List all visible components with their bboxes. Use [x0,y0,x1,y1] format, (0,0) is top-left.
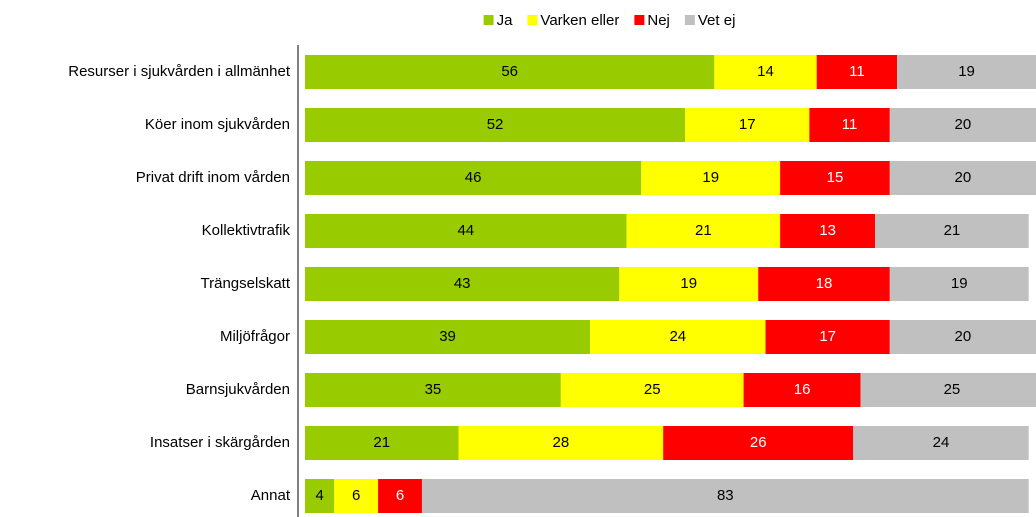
data-label: 17 [739,116,756,133]
data-label: 35 [425,381,442,398]
data-label: 16 [794,381,811,398]
bar-segment [758,267,890,301]
bar-segment [334,479,379,513]
bar-segment [889,108,1036,142]
legend-swatch [527,15,538,25]
y-tick-label: Köer inom sjukvården [145,116,290,133]
bar-segment [421,479,1029,513]
data-label: 56 [501,63,518,80]
data-label: 14 [757,63,774,80]
data-label: 21 [373,434,390,451]
bar-segment [305,320,591,354]
data-label: 25 [944,381,961,398]
y-tick-label: Miljöfrågor [220,328,290,345]
bar-segment [305,479,335,513]
data-label: 11 [849,63,865,80]
bar-segment [875,214,1029,248]
data-label: 43 [454,275,471,292]
bar-segment [809,108,890,142]
bar-segment [305,55,715,89]
bar-segment [560,373,744,407]
bar-segment [889,161,1036,195]
bar-segment [765,320,890,354]
bar-segment [897,55,1036,89]
bar-segment [860,373,1036,407]
y-tick-label: Trängselskatt [201,275,291,292]
data-label: 46 [465,169,482,186]
y-tick-label: Resurser i sjukvården i allmänhet [68,63,291,80]
bar-segment [305,373,561,407]
y-tick-label: Privat drift inom vården [136,169,290,186]
bar-segment [889,320,1036,354]
data-label: 18 [816,275,833,292]
data-label: 24 [933,434,950,451]
legend-swatch [634,15,645,25]
bar-segment [780,161,890,195]
bar-segment [305,161,642,195]
y-tick-label: Annat [251,487,291,504]
data-label: 39 [439,328,456,345]
bar-segment [641,161,781,195]
bar-segment [853,426,1029,460]
legend-label: Nej [647,12,670,29]
data-label: 28 [553,434,570,451]
data-label: 25 [644,381,661,398]
data-label: 17 [819,328,836,345]
bar-segment [305,267,620,301]
bar-segment [889,267,1029,301]
legend-label: Ja [497,12,514,29]
data-label: 15 [827,169,844,186]
legend-swatch [684,15,695,25]
bar-segment [619,267,759,301]
bar-segment [780,214,876,248]
bar-segment [305,426,459,460]
legend-swatch [483,15,494,25]
data-label: 13 [819,222,836,239]
bar-segment [663,426,854,460]
legend-label: Vet ej [698,12,736,29]
y-tick-label: Barnsjukvården [186,381,290,398]
bar-segment [378,479,422,513]
data-label: 21 [944,222,961,239]
bar-segment [626,214,781,248]
data-label: 19 [702,169,719,186]
bar-segment [305,214,627,248]
data-label: 19 [958,63,975,80]
bar-segment [743,373,861,407]
data-label: 26 [750,434,767,451]
data-label: 6 [396,487,404,504]
data-label: 24 [669,328,686,345]
bar-segment [816,55,898,89]
y-tick-label: Kollektivtrafik [202,222,291,239]
legend-label: Varken eller [540,12,619,29]
data-label: 20 [955,116,972,133]
data-label: 19 [680,275,697,292]
bar-segment [685,108,810,142]
y-tick-label: Insatser i skärgården [150,434,290,451]
data-label: 20 [955,169,972,186]
data-label: 83 [717,487,734,504]
data-label: 19 [951,275,968,292]
data-label: 20 [955,328,972,345]
data-label: 52 [487,116,504,133]
data-label: 6 [352,487,360,504]
data-label: 11 [842,116,858,133]
bar-segment [305,108,686,142]
data-label: 44 [457,222,474,239]
bar-segment [458,426,664,460]
bar-segment [590,320,766,354]
data-label: 21 [695,222,712,239]
bar-segment [714,55,817,89]
data-label: 4 [315,487,323,504]
